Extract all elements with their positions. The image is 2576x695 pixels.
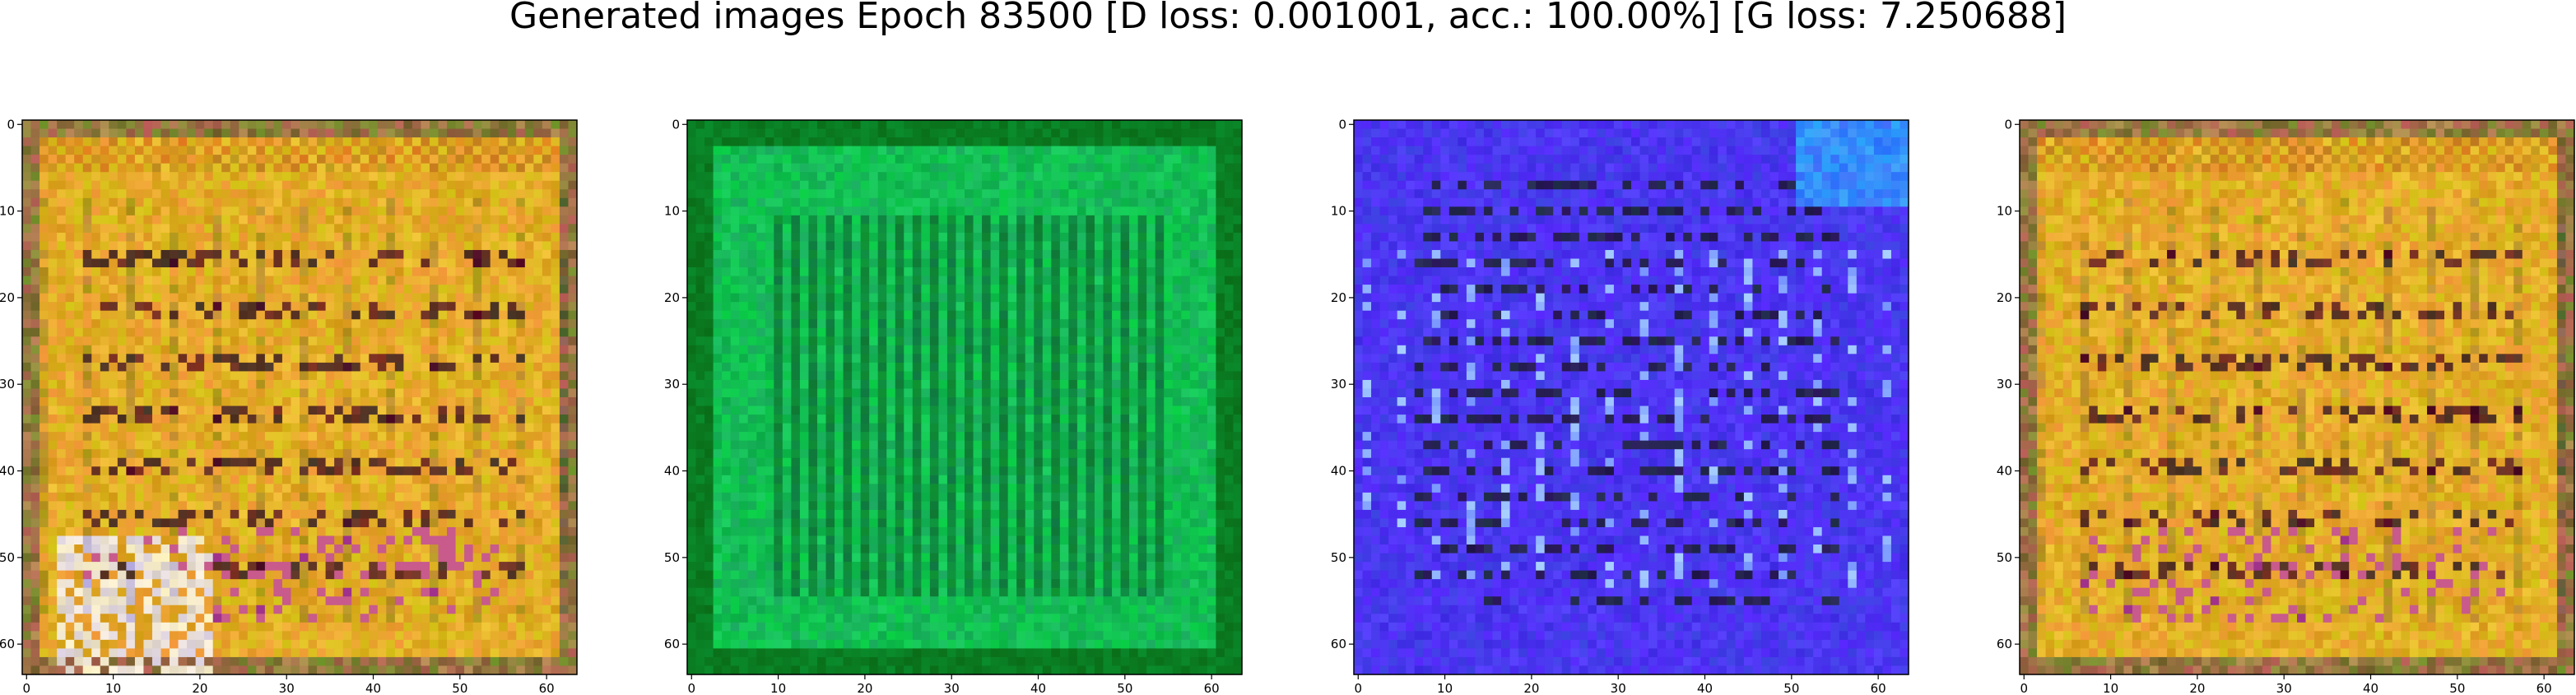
- generated-image-1: [22, 120, 578, 675]
- x-tick-label: 20: [1523, 681, 1539, 695]
- x-tick-label: 40: [1697, 681, 1713, 695]
- y-tick-label: 50: [664, 550, 680, 565]
- image-panel-4: 0 10 20 30 40 50 60 0 10 20 30 40 50 60: [1997, 117, 2575, 695]
- x-tick-label: 20: [192, 681, 207, 695]
- y-tick-label: 60: [664, 637, 680, 651]
- axes-frame: [686, 119, 1243, 675]
- y-tick-label: 10: [664, 204, 680, 219]
- axes-frame: [21, 119, 578, 675]
- x-tick-label: 60: [1204, 681, 1220, 695]
- image-panel-3: 0 10 20 30 40 50 60 0 10 20 30 40 50 60: [1331, 117, 1909, 695]
- y-tick-label: 40: [664, 464, 680, 479]
- x-tick-label: 40: [2363, 681, 2378, 695]
- y-tick-label: 0: [7, 117, 15, 132]
- y-tick-label: 10: [0, 204, 15, 219]
- x-tick-label: 40: [1030, 681, 1046, 695]
- x-tick-label: 0: [22, 681, 30, 695]
- y-tick-label: 20: [1331, 290, 1346, 305]
- y-tick-label: 30: [1997, 377, 2012, 392]
- x-tick-label: 20: [857, 681, 872, 695]
- y-tick-label: 40: [1331, 464, 1346, 479]
- y-tick-label: 30: [1331, 377, 1346, 392]
- x-tick-label: 10: [2103, 681, 2118, 695]
- image-panel-1: 0 10 20 30 40 50 60 0 10 20 30 40 50 60: [0, 117, 578, 695]
- x-tick-label: 10: [105, 681, 121, 695]
- generated-image-2: [687, 120, 1243, 675]
- image-panel-2: 0 10 20 30 40 50 60 0 10 20 30 40 50 60: [664, 117, 1243, 695]
- y-tick-label: 50: [1331, 550, 1346, 565]
- y-tick-label: 30: [0, 377, 15, 392]
- x-tick-label: 10: [1437, 681, 1453, 695]
- x-tick-label: 30: [944, 681, 960, 695]
- axes-frame: [1353, 119, 1909, 675]
- x-tick-label: 50: [1783, 681, 1799, 695]
- x-tick-label: 60: [539, 681, 555, 695]
- y-tick-label: 30: [664, 377, 680, 392]
- x-tick-label: 0: [687, 681, 695, 695]
- y-tick-label: 60: [0, 637, 15, 651]
- y-tick-label: 20: [0, 290, 15, 305]
- y-tick-label: 50: [1997, 550, 2012, 565]
- x-tick-label: 0: [1354, 681, 1362, 695]
- x-tick-label: 60: [1871, 681, 1886, 695]
- axes-frame: [2019, 119, 2575, 675]
- y-tick-label: 60: [1331, 637, 1346, 651]
- x-tick-label: 30: [1611, 681, 1626, 695]
- y-tick-label: 0: [1338, 117, 1346, 132]
- x-tick-label: 60: [2536, 681, 2552, 695]
- x-tick-label: 50: [452, 681, 467, 695]
- y-tick-label: 40: [0, 464, 15, 479]
- y-tick-label: 40: [1997, 464, 2012, 479]
- x-tick-label: 0: [2020, 681, 2028, 695]
- generated-image-4: [2020, 120, 2575, 675]
- y-tick-label: 10: [1997, 204, 2012, 219]
- y-tick-label: 0: [672, 117, 680, 132]
- y-tick-label: 10: [1331, 204, 1346, 219]
- y-tick-label: 20: [664, 290, 680, 305]
- x-tick-label: 30: [279, 681, 295, 695]
- x-tick-label: 50: [1117, 681, 1132, 695]
- y-tick-label: 20: [1997, 290, 2012, 305]
- y-tick-label: 50: [0, 550, 15, 565]
- x-tick-label: 30: [2276, 681, 2292, 695]
- generated-image-3: [1354, 120, 1909, 675]
- y-tick-label: 60: [1997, 637, 2012, 651]
- x-tick-label: 40: [365, 681, 381, 695]
- x-tick-label: 20: [2189, 681, 2205, 695]
- figure-title: Generated images Epoch 83500 [D loss: 0.…: [509, 0, 2067, 37]
- y-tick-label: 0: [2004, 117, 2012, 132]
- x-tick-label: 10: [770, 681, 786, 695]
- x-tick-label: 50: [2449, 681, 2465, 695]
